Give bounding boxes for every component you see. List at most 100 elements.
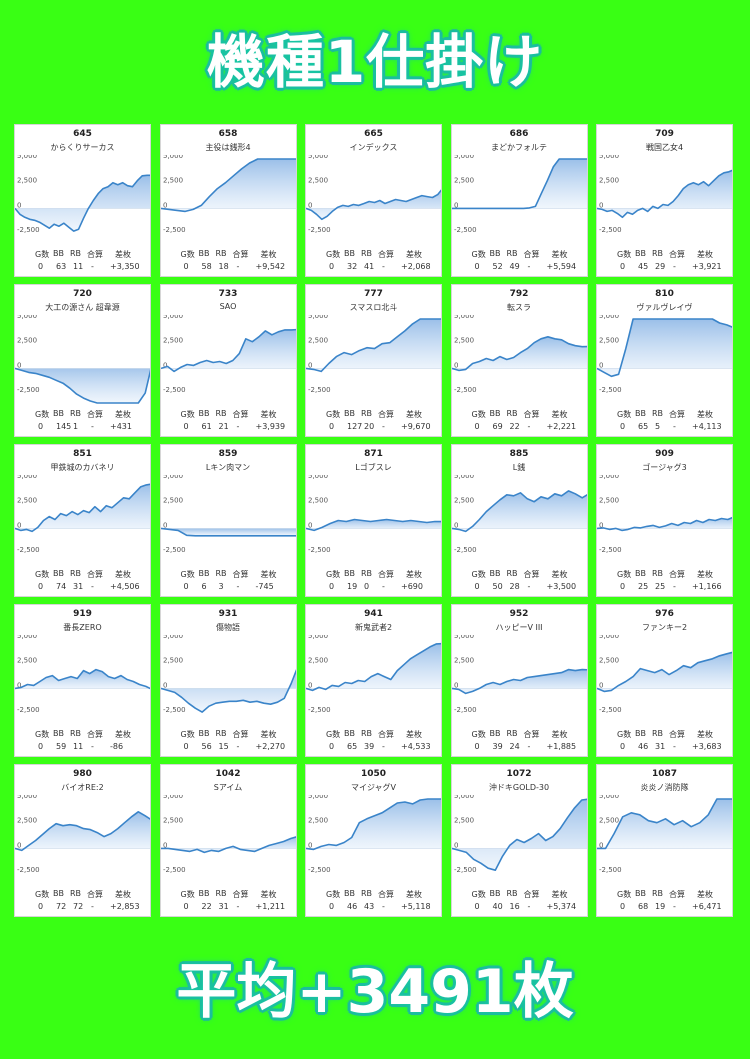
stats-header: G数 BB RB 合算 差枚 <box>597 249 732 260</box>
diff-graph: 5,000 2,500 0 -2,500 <box>160 155 296 234</box>
stats-column-label: 合算 <box>232 250 249 259</box>
machine-number: 645 <box>73 129 92 139</box>
coin-diff: +4,533 <box>401 742 431 751</box>
stats-column-label: RB <box>70 889 82 898</box>
diff-graph: 5,000 2,500 0 -2,500 <box>15 315 150 404</box>
machine-card[interactable]: 885 L銭 5,000 2,500 0 -2,500 G数 BB RB 合算 差枚 0 50 28- +3… <box>450 444 588 597</box>
stats-column-label: RB <box>652 249 664 258</box>
diff-area <box>306 519 441 531</box>
diff-area <box>451 490 587 532</box>
stats-column-label: RB <box>652 729 664 738</box>
y-tick-label: 5,000 <box>454 635 474 640</box>
stats-column-label: G数 <box>471 250 486 259</box>
stats-column-label: RB <box>361 569 373 578</box>
combined-rate: - <box>91 422 94 431</box>
machine-card[interactable]: 665 インデックス 5,000 2,500 0 -2,500 G数 BB RB 合算 差枚 0 32 4… <box>305 124 442 277</box>
y-tick-label: 5,000 <box>163 795 183 800</box>
stats-column-label: 差枚 <box>260 250 277 259</box>
machine-card[interactable]: 871 Lゴブスレ 5,000 2,500 0 -2,500 G数 BB RB 合算 差枚 0 19 0 -… <box>305 444 442 597</box>
machine-name: ゴージャグ3 <box>642 463 687 472</box>
coin-diff: +5,374 <box>546 902 577 911</box>
machine-card[interactable]: 810 ヴァルヴレイヴ 5,000 2,500 0 -2,500 G数 BB RB 合算 差枚 0 65… <box>596 284 733 437</box>
machine-card[interactable]: 1050 マイジャグV 5,000 2,500 0 -2,500 G数 BB RB 合算 差枚 0 46… <box>305 764 442 917</box>
machine-card[interactable]: 859 Lキン肉マン 5,000 2,500 0 -2,500 G数 BB RB 合算 差枚 0 6 3 -… <box>159 444 297 597</box>
machine-number: 941 <box>364 609 383 619</box>
machine-card[interactable]: 1087 炎炎ノ消防隊 5,000 2,500 0 -2,500 G数 BB RB 合算 差枚 0 68… <box>596 764 733 917</box>
stats-values: 0 65 5 - +4,113 <box>597 422 732 433</box>
stats-values: 0 68 19- +6,471 <box>597 902 732 913</box>
coin-diff: +431 <box>110 422 132 431</box>
stats-values: 0 74 31- +4,506 <box>15 582 150 593</box>
y-tick-label: -2,500 <box>163 226 186 234</box>
bb-count: 46 <box>347 902 358 911</box>
machine-card[interactable]: 658 主役は銭形4 5,000 2,500 0 -2,500 G数 BB RB 合算 差枚 0 58 1… <box>159 124 297 277</box>
machine-card[interactable]: 792 転スラ 5,000 2,500 0 -2,500 G数 BB RB 合算 差枚 0 69 22- +… <box>450 284 588 437</box>
combined-rate: - <box>382 582 385 591</box>
y-tick-label: 0 <box>599 361 603 369</box>
y-tick-label: -2,500 <box>599 386 622 394</box>
machine-card[interactable]: 976 ファンキー2 5,000 2,500 0 -2,500 G数 BB RB 合算 差枚 0 46 3… <box>596 604 733 757</box>
machine-card[interactable]: 980 バイオRE:2 5,000 2,500 0 -2,500 G数 BB RB 合算 差枚 0 72… <box>14 764 151 917</box>
diff-graph: 5,000 2,500 0 -2,500 <box>306 155 441 234</box>
combined-rate: - <box>527 902 531 911</box>
y-tick-label: 0 <box>17 841 21 849</box>
machine-number: 885 <box>509 449 529 459</box>
bb-count: 25 <box>638 582 649 591</box>
stats-column-label: 合算 <box>523 890 540 899</box>
machine-card[interactable]: 733 SAO 5,000 2,500 0 -2,500 G数 BB RB 合算 差枚 0 61 21- +… <box>159 284 297 437</box>
stats-column-label: 差枚 <box>406 410 422 419</box>
combined-rate: - <box>382 742 385 751</box>
y-tick-label: 0 <box>163 521 167 529</box>
stats-column-label: 合算 <box>232 410 249 419</box>
machine-number: 919 <box>73 609 92 619</box>
stats-column-label: G数 <box>326 410 341 419</box>
y-tick-label: 2,500 <box>308 497 328 505</box>
machine-card[interactable]: 1042 Sアイム 5,000 2,500 0 -2,500 G数 BB RB 合算 差枚 0 22 31… <box>159 764 297 917</box>
rb-count: 31 <box>218 902 229 911</box>
machine-card[interactable]: 645 からくりサーカス 5,000 2,500 0 -2,500 G数 BB RB 合算 差枚 0 6… <box>14 124 151 277</box>
stats-column-label: RB <box>215 729 227 738</box>
y-tick-label: 2,500 <box>454 657 474 665</box>
diff-graph: 5,000 2,500 0 -2,500 <box>160 315 296 394</box>
stats-column-label: BB <box>344 249 355 258</box>
machine-card[interactable]: 919 番長ZERO 5,000 2,500 0 -2,500 G数 BB RB 合算 差枚 0 59 1… <box>14 604 151 757</box>
machine-card[interactable]: 1072 沖ドキGOLD-30 5,000 2,500 0 -2,500 G数 BB RB 合算 差… <box>450 764 588 917</box>
stats-values: 0 127 20- +9,670 <box>306 422 441 433</box>
stats-column-label: RB <box>506 409 518 418</box>
machine-card[interactable]: 931 傷物語 5,000 2,500 0 -2,500 G数 BB RB 合算 差枚 0 56 15- +… <box>159 604 297 757</box>
stats-column-label: RB <box>506 889 518 898</box>
y-tick-label: 5,000 <box>17 475 37 480</box>
machine-card[interactable]: 686 まどかフォルテ 5,000 2,500 0 -2,500 G数 BB RB 合算 差枚 0 52… <box>450 124 588 277</box>
diff-line <box>15 810 150 852</box>
stats-column-label: RB <box>361 729 373 738</box>
stats-values: 0 22 31- +1,211 <box>161 902 296 913</box>
machine-number: 792 <box>509 289 529 299</box>
diff-area <box>306 799 441 850</box>
rb-count: 43 <box>364 902 375 911</box>
machine-card[interactable]: 909 ゴージャグ3 5,000 2,500 0 -2,500 G数 BB RB 合算 差枚 0 25 2… <box>596 444 733 597</box>
bb-count: 59 <box>56 742 67 751</box>
diff-graph: 5,000 2,500 0 -2,500 <box>160 475 296 554</box>
stats-column-label: RB <box>215 889 227 898</box>
machine-card[interactable]: 709 戦国乙女4 5,000 2,500 0 -2,500 G数 BB RB 合算 差枚 0 45 29… <box>596 124 733 277</box>
diff-graph: 5,000 2,500 0 -2,500 <box>451 475 587 554</box>
stats-column-label: BB <box>489 249 501 258</box>
combined-rate: - <box>673 582 676 591</box>
machine-card[interactable]: 941 新鬼武者2 5,000 2,500 0 -2,500 G数 BB RB 合算 差枚 0 65 39… <box>305 604 442 757</box>
coin-diff: +9,542 <box>255 262 286 271</box>
machine-name: 番長ZERO <box>63 623 102 632</box>
stats-header: G数 BB RB 合算 差枚 <box>597 409 732 420</box>
stats-column-label: 差枚 <box>551 730 568 739</box>
stats-column-label: 合算 <box>232 890 249 899</box>
coin-diff: -745 <box>255 582 274 591</box>
machine-name: 戦国乙女4 <box>645 143 684 152</box>
y-tick-label: 0 <box>454 841 458 849</box>
machine-card[interactable]: 720 大工の源さん 超韋源 5,000 2,500 0 -2,500 G数 BB RB 合算 差枚… <box>14 284 151 437</box>
y-tick-label: 2,500 <box>454 817 474 825</box>
machine-card[interactable]: 851 甲鉄城のカバネリ 5,000 2,500 0 -2,500 G数 BB RB 合算 差枚 0 7… <box>14 444 151 597</box>
machine-card[interactable]: 777 スマスロ北斗 5,000 2,500 0 -2,500 G数 BB RB 合算 差枚 0 127… <box>305 284 442 437</box>
machine-card[interactable]: 952 ハッピーV III 5,000 2,500 0 -2,500 G数 BB RB 合算 差枚 0… <box>450 604 588 757</box>
machine-name: スマスロ北斗 <box>349 303 398 312</box>
stats-column-label: G数 <box>471 730 486 739</box>
game-count: 0 <box>183 742 189 751</box>
